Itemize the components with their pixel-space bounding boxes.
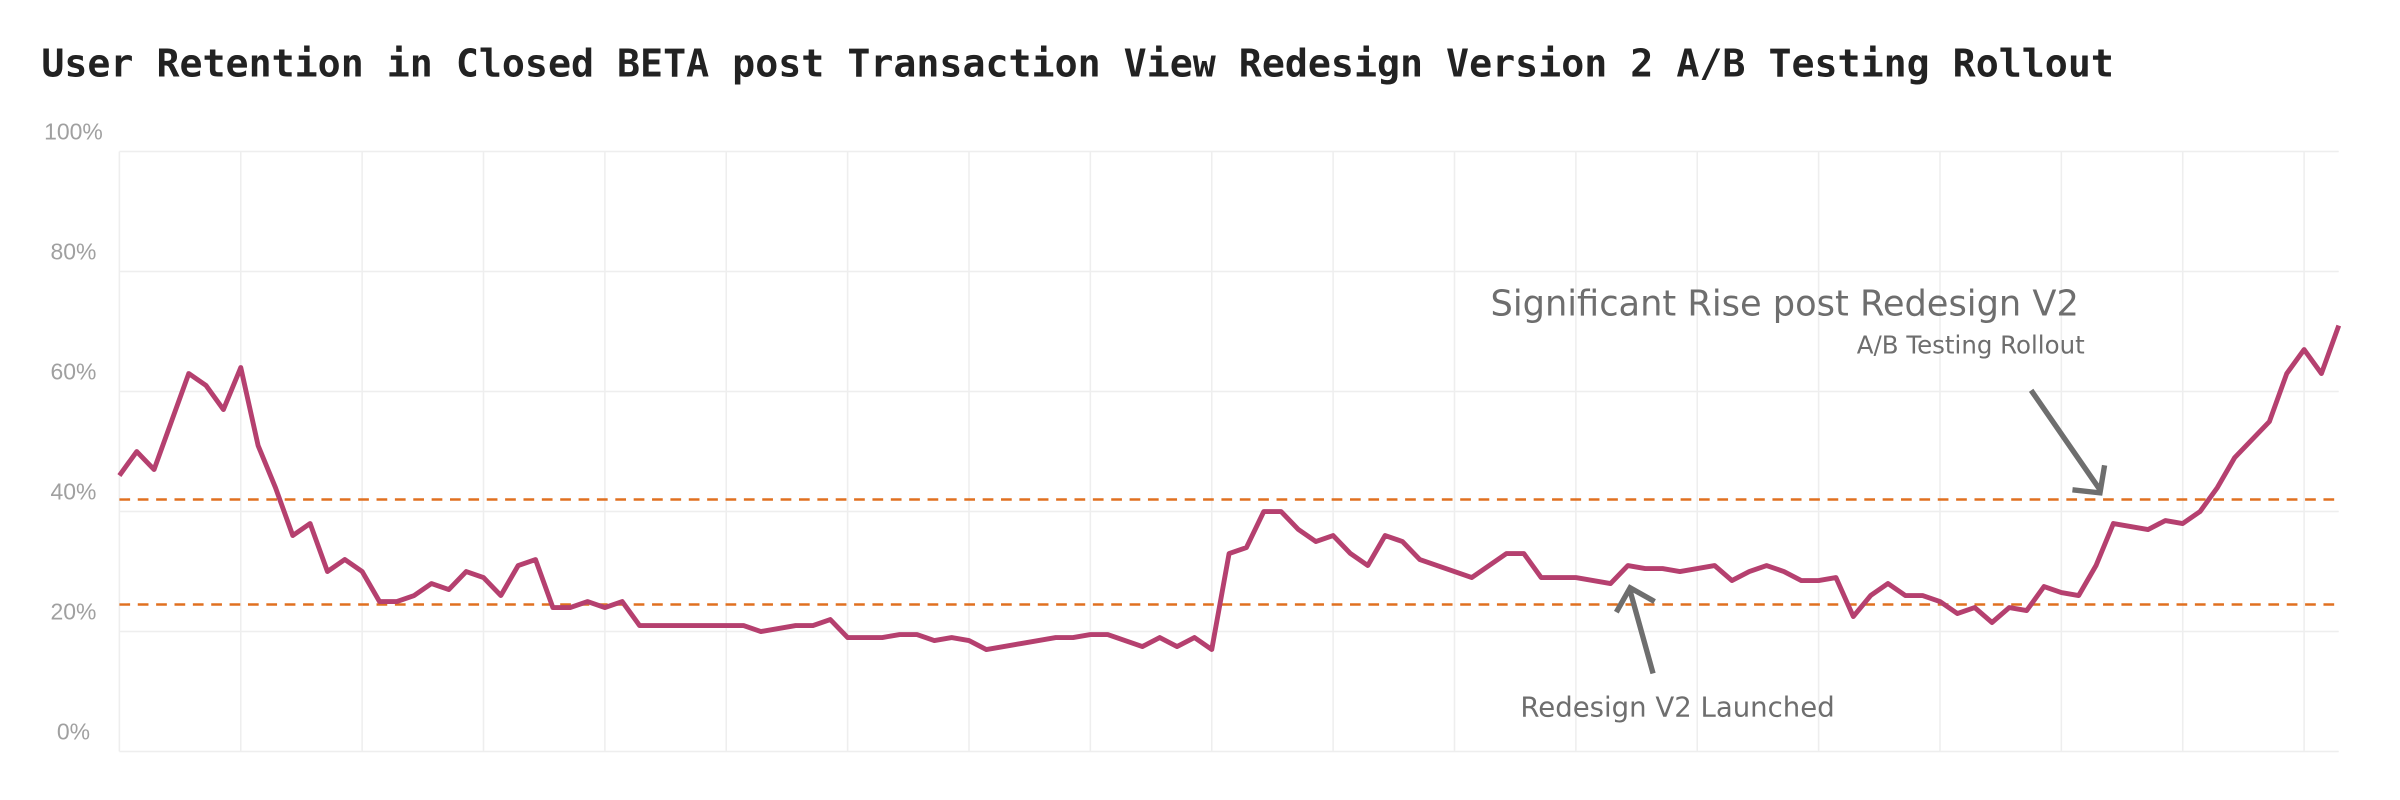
y-tick-label: 60% [51, 358, 97, 384]
plot [117, 324, 2342, 652]
y-tick-label: 40% [51, 478, 97, 504]
grid: 0% 20% 40% 60% 80% 100% [44, 118, 2339, 753]
series-line [117, 324, 2342, 652]
chart-title: User Retention in Closed BETA post Trans… [41, 42, 2114, 87]
reference-lines [119, 498, 2339, 606]
y-tick-label: 0% [57, 718, 90, 744]
annotation-arrow [2028, 388, 2108, 496]
annotation-arrow [1613, 584, 1656, 675]
annotations: Significant Rise post Redesign V2 A/B Te… [1491, 283, 2108, 723]
y-tick-label: 80% [51, 238, 97, 264]
y-tick-label: 100% [44, 118, 103, 144]
annotation-subtitle: A/B Testing Rollout [1857, 331, 2085, 360]
annotation-title: Significant Rise post Redesign V2 [1491, 283, 2079, 324]
annotation-label: Redesign V2 Launched [1520, 691, 1834, 723]
y-tick-label: 20% [51, 598, 97, 624]
